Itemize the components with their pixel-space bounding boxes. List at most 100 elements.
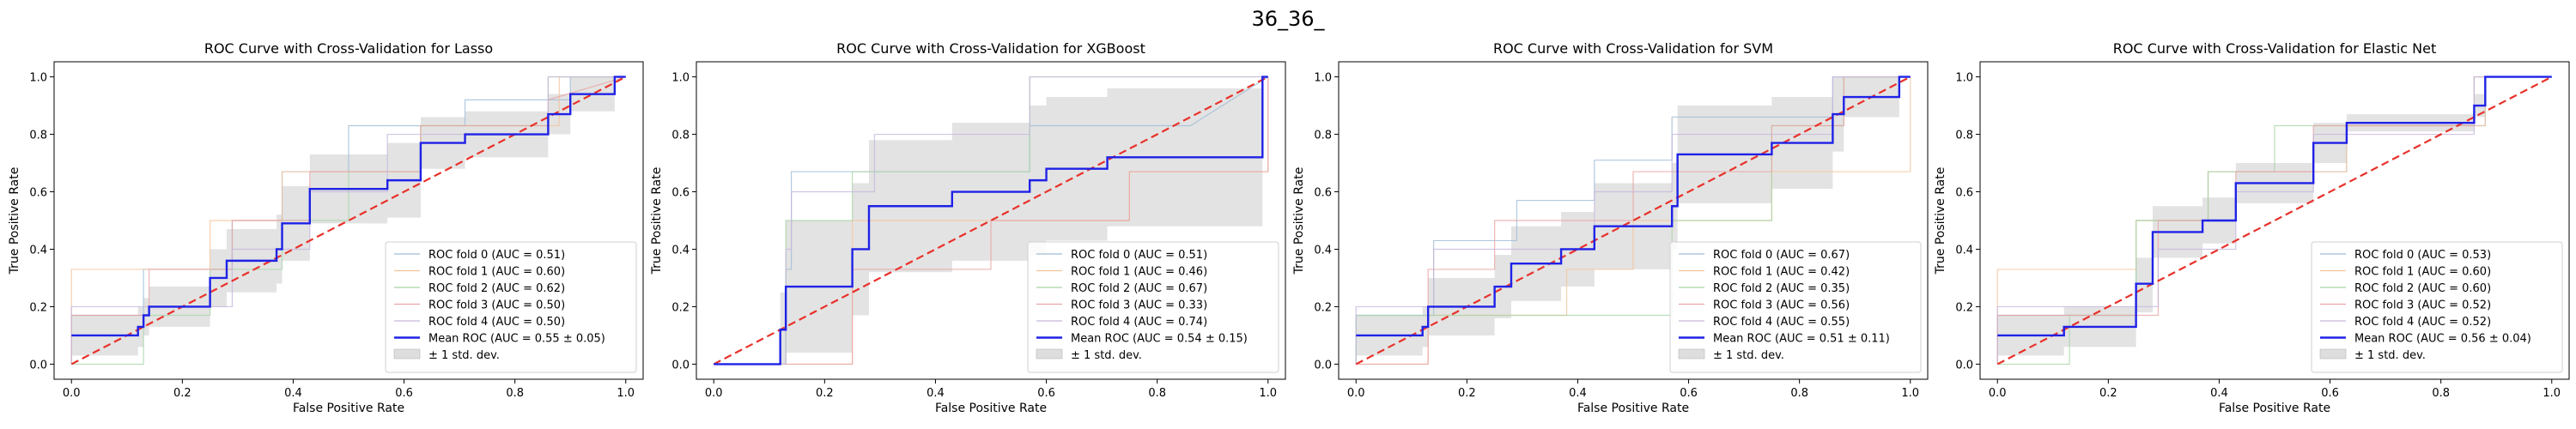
y-tick-label: 0.6 bbox=[1955, 187, 1973, 200]
chance-line bbox=[70, 76, 627, 366]
chance-line bbox=[1355, 76, 1911, 366]
legend-label: ROC fold 4 (AUC = 0.52) bbox=[2354, 316, 2491, 329]
legend-swatch bbox=[1036, 348, 1063, 360]
x-axis-label: False Positive Rate bbox=[2219, 402, 2330, 415]
fold-roc-line bbox=[70, 76, 626, 365]
axes-frame bbox=[696, 61, 1286, 380]
legend-label: ROC fold 3 (AUC = 0.33) bbox=[1071, 299, 1207, 312]
chart-title: ROC Curve with Cross-Validation for Lass… bbox=[204, 40, 493, 57]
y-axis-label: True Positive Rate bbox=[8, 167, 21, 275]
axes-frame bbox=[1979, 61, 2570, 380]
chart-title: ROC Curve with Cross-Validation for Elas… bbox=[2113, 40, 2437, 57]
y-tick-label: 1.0 bbox=[29, 72, 47, 85]
legend-label: ROC fold 4 (AUC = 0.50) bbox=[428, 316, 565, 329]
x-tick-label: 0.8 bbox=[1148, 387, 1166, 400]
legend-swatch bbox=[2319, 348, 2347, 360]
legend-label: ROC fold 2 (AUC = 0.67) bbox=[1071, 282, 1207, 295]
legend-label: ROC fold 0 (AUC = 0.51) bbox=[1071, 249, 1207, 262]
legend-label: ROC fold 4 (AUC = 0.74) bbox=[1071, 316, 1207, 329]
y-tick-label: 0.0 bbox=[1314, 359, 1332, 372]
legend-label: ROC fold 3 (AUC = 0.50) bbox=[428, 299, 565, 312]
chart-title: ROC Curve with Cross-Validation for XGBo… bbox=[836, 40, 1145, 57]
x-tick-label: 0.6 bbox=[395, 387, 413, 400]
x-tick-label: 1.0 bbox=[1259, 387, 1277, 400]
chart-panel: ROC Curve with Cross-Validation for SVM 0… bbox=[1292, 40, 1929, 415]
y-tick-label: 0.2 bbox=[1314, 301, 1332, 314]
y-tick-label: 0.4 bbox=[1314, 244, 1332, 257]
y-tick-label: 0.2 bbox=[671, 301, 690, 314]
mean-roc-line bbox=[714, 76, 1268, 366]
y-tick-label: 0.8 bbox=[1314, 130, 1332, 142]
legend-label: ROC fold 1 (AUC = 0.42) bbox=[1713, 266, 1850, 279]
legend-label: ROC fold 2 (AUC = 0.60) bbox=[2354, 282, 2491, 295]
axes-frame bbox=[53, 61, 644, 380]
legend-label: Mean ROC (AUC = 0.56 ± 0.04) bbox=[2354, 333, 2531, 346]
chance-line bbox=[713, 76, 1269, 366]
figure-suptitle: 36_36_ bbox=[1251, 7, 1325, 31]
legend-label: ROC fold 3 (AUC = 0.52) bbox=[2354, 299, 2491, 312]
x-tick-label: 1.0 bbox=[1901, 387, 1919, 400]
legend-swatch bbox=[1678, 348, 1705, 360]
mean-roc-line bbox=[1356, 76, 1911, 337]
x-tick-label: 0.2 bbox=[1458, 387, 1476, 400]
y-axis-label: True Positive Rate bbox=[1934, 167, 1947, 275]
y-tick-label: 0.6 bbox=[1314, 187, 1332, 200]
x-tick-label: 0.8 bbox=[1790, 387, 1808, 400]
legend-swatch bbox=[393, 348, 421, 360]
fold-roc-line bbox=[1356, 76, 1911, 366]
legend: ROC fold 0 (AUC = 0.67) ROC fold 1 (AUC =… bbox=[1669, 241, 1922, 373]
legend-label: ROC fold 0 (AUC = 0.51) bbox=[428, 249, 565, 262]
chart-panel: ROC Curve with Cross-Validation for Lass… bbox=[8, 40, 644, 415]
legend-label: ROC fold 1 (AUC = 0.60) bbox=[428, 266, 565, 279]
y-tick-label: 0.0 bbox=[671, 359, 690, 372]
y-axis-label: True Positive Rate bbox=[1292, 167, 1306, 275]
x-tick-label: 0.4 bbox=[1569, 387, 1587, 400]
x-tick-label: 0.6 bbox=[1680, 387, 1698, 400]
legend: ROC fold 0 (AUC = 0.53) ROC fold 1 (AUC =… bbox=[2311, 241, 2563, 373]
x-tick-label: 0.2 bbox=[816, 387, 834, 400]
y-tick-label: 0.0 bbox=[1955, 359, 1973, 372]
legend-label: ROC fold 1 (AUC = 0.60) bbox=[2354, 266, 2491, 279]
y-tick-label: 0.8 bbox=[1955, 130, 1973, 142]
axes-frame bbox=[1338, 61, 1929, 380]
chart-title: ROC Curve with Cross-Validation for SVM bbox=[1493, 40, 1773, 57]
legend-label: ROC fold 4 (AUC = 0.55) bbox=[1713, 316, 1850, 329]
legend-label: Mean ROC (AUC = 0.54 ± 0.15) bbox=[1071, 333, 1248, 346]
legend-label: Mean ROC (AUC = 0.51 ± 0.11) bbox=[1713, 333, 1890, 346]
x-tick-label: 0.0 bbox=[63, 387, 81, 400]
y-tick-label: 1.0 bbox=[671, 72, 690, 85]
legend-label: Mean ROC (AUC = 0.55 ± 0.05) bbox=[428, 333, 605, 346]
legend-label: ROC fold 0 (AUC = 0.53) bbox=[2354, 249, 2491, 262]
legend: ROC fold 0 (AUC = 0.51) ROC fold 1 (AUC =… bbox=[1027, 241, 1279, 373]
legend-label: ROC fold 2 (AUC = 0.35) bbox=[1713, 282, 1850, 295]
y-tick-label: 0.2 bbox=[1955, 301, 1973, 314]
chart-panel: ROC Curve with Cross-Validation for XGBo… bbox=[650, 40, 1286, 415]
legend-box bbox=[1669, 241, 1922, 373]
y-tick-label: 0.4 bbox=[1955, 244, 1973, 257]
x-tick-label: 0.6 bbox=[2321, 387, 2339, 400]
legend-label: ± 1 std. dev. bbox=[428, 349, 500, 362]
y-tick-label: 0.6 bbox=[671, 187, 690, 200]
chart-panel: ROC Curve with Cross-Validation for Elas… bbox=[1934, 40, 2570, 415]
x-tick-label: 0.6 bbox=[1037, 387, 1055, 400]
y-axis-label: True Positive Rate bbox=[650, 167, 664, 275]
legend-label: ± 1 std. dev. bbox=[1071, 349, 1142, 362]
x-axis-label: False Positive Rate bbox=[935, 402, 1047, 415]
y-tick-label: 0.4 bbox=[29, 244, 47, 257]
x-tick-label: 0.2 bbox=[2099, 387, 2117, 400]
legend-label: ROC fold 1 (AUC = 0.46) bbox=[1071, 266, 1207, 279]
x-tick-label: 0.8 bbox=[506, 387, 524, 400]
legend-label: ± 1 std. dev. bbox=[1713, 349, 1784, 362]
y-tick-label: 0.0 bbox=[29, 359, 47, 372]
legend-box bbox=[385, 241, 637, 373]
y-tick-label: 1.0 bbox=[1955, 72, 1973, 85]
legend-box bbox=[1027, 241, 1279, 373]
legend-label: ROC fold 3 (AUC = 0.56) bbox=[1713, 299, 1850, 312]
x-tick-label: 1.0 bbox=[2543, 387, 2561, 400]
x-axis-label: False Positive Rate bbox=[1577, 402, 1689, 415]
x-tick-label: 0.4 bbox=[2210, 387, 2228, 400]
y-tick-label: 0.6 bbox=[29, 187, 47, 200]
x-tick-label: 0.2 bbox=[173, 387, 191, 400]
x-tick-label: 0.4 bbox=[927, 387, 945, 400]
chance-line bbox=[1996, 76, 2553, 366]
